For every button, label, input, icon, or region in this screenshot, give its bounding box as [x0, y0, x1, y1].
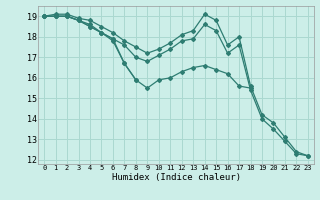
- X-axis label: Humidex (Indice chaleur): Humidex (Indice chaleur): [111, 173, 241, 182]
